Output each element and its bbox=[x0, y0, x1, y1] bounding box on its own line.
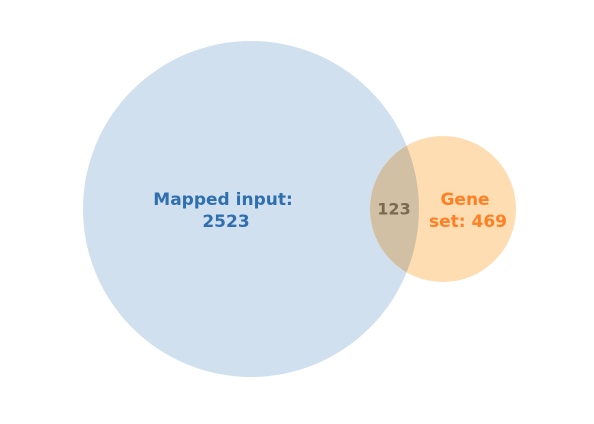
mapped-input-circle bbox=[83, 41, 419, 377]
intersection-label: 123 bbox=[377, 200, 410, 219]
gene-set-label: Gene set: 469 bbox=[429, 190, 507, 232]
mapped-input-label-line-2: 2523 bbox=[202, 212, 249, 232]
gene-set-label-line-2: set: 469 bbox=[429, 212, 507, 232]
mapped-input-label-line-1: Mapped input: bbox=[153, 190, 292, 210]
mapped-input-label: Mapped input: 2523 bbox=[153, 190, 298, 232]
intersection-region bbox=[370, 136, 419, 282]
gene-set-label-line-1: Gene bbox=[440, 190, 489, 210]
